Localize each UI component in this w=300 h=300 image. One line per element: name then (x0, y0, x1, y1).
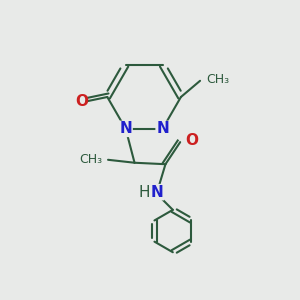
Text: O: O (75, 94, 88, 109)
Text: N: N (119, 122, 132, 136)
Text: N: N (151, 185, 164, 200)
Text: H: H (139, 185, 150, 200)
Text: O: O (185, 133, 199, 148)
Text: N: N (156, 122, 169, 136)
Text: CH₃: CH₃ (206, 73, 230, 86)
Text: CH₃: CH₃ (80, 153, 103, 166)
